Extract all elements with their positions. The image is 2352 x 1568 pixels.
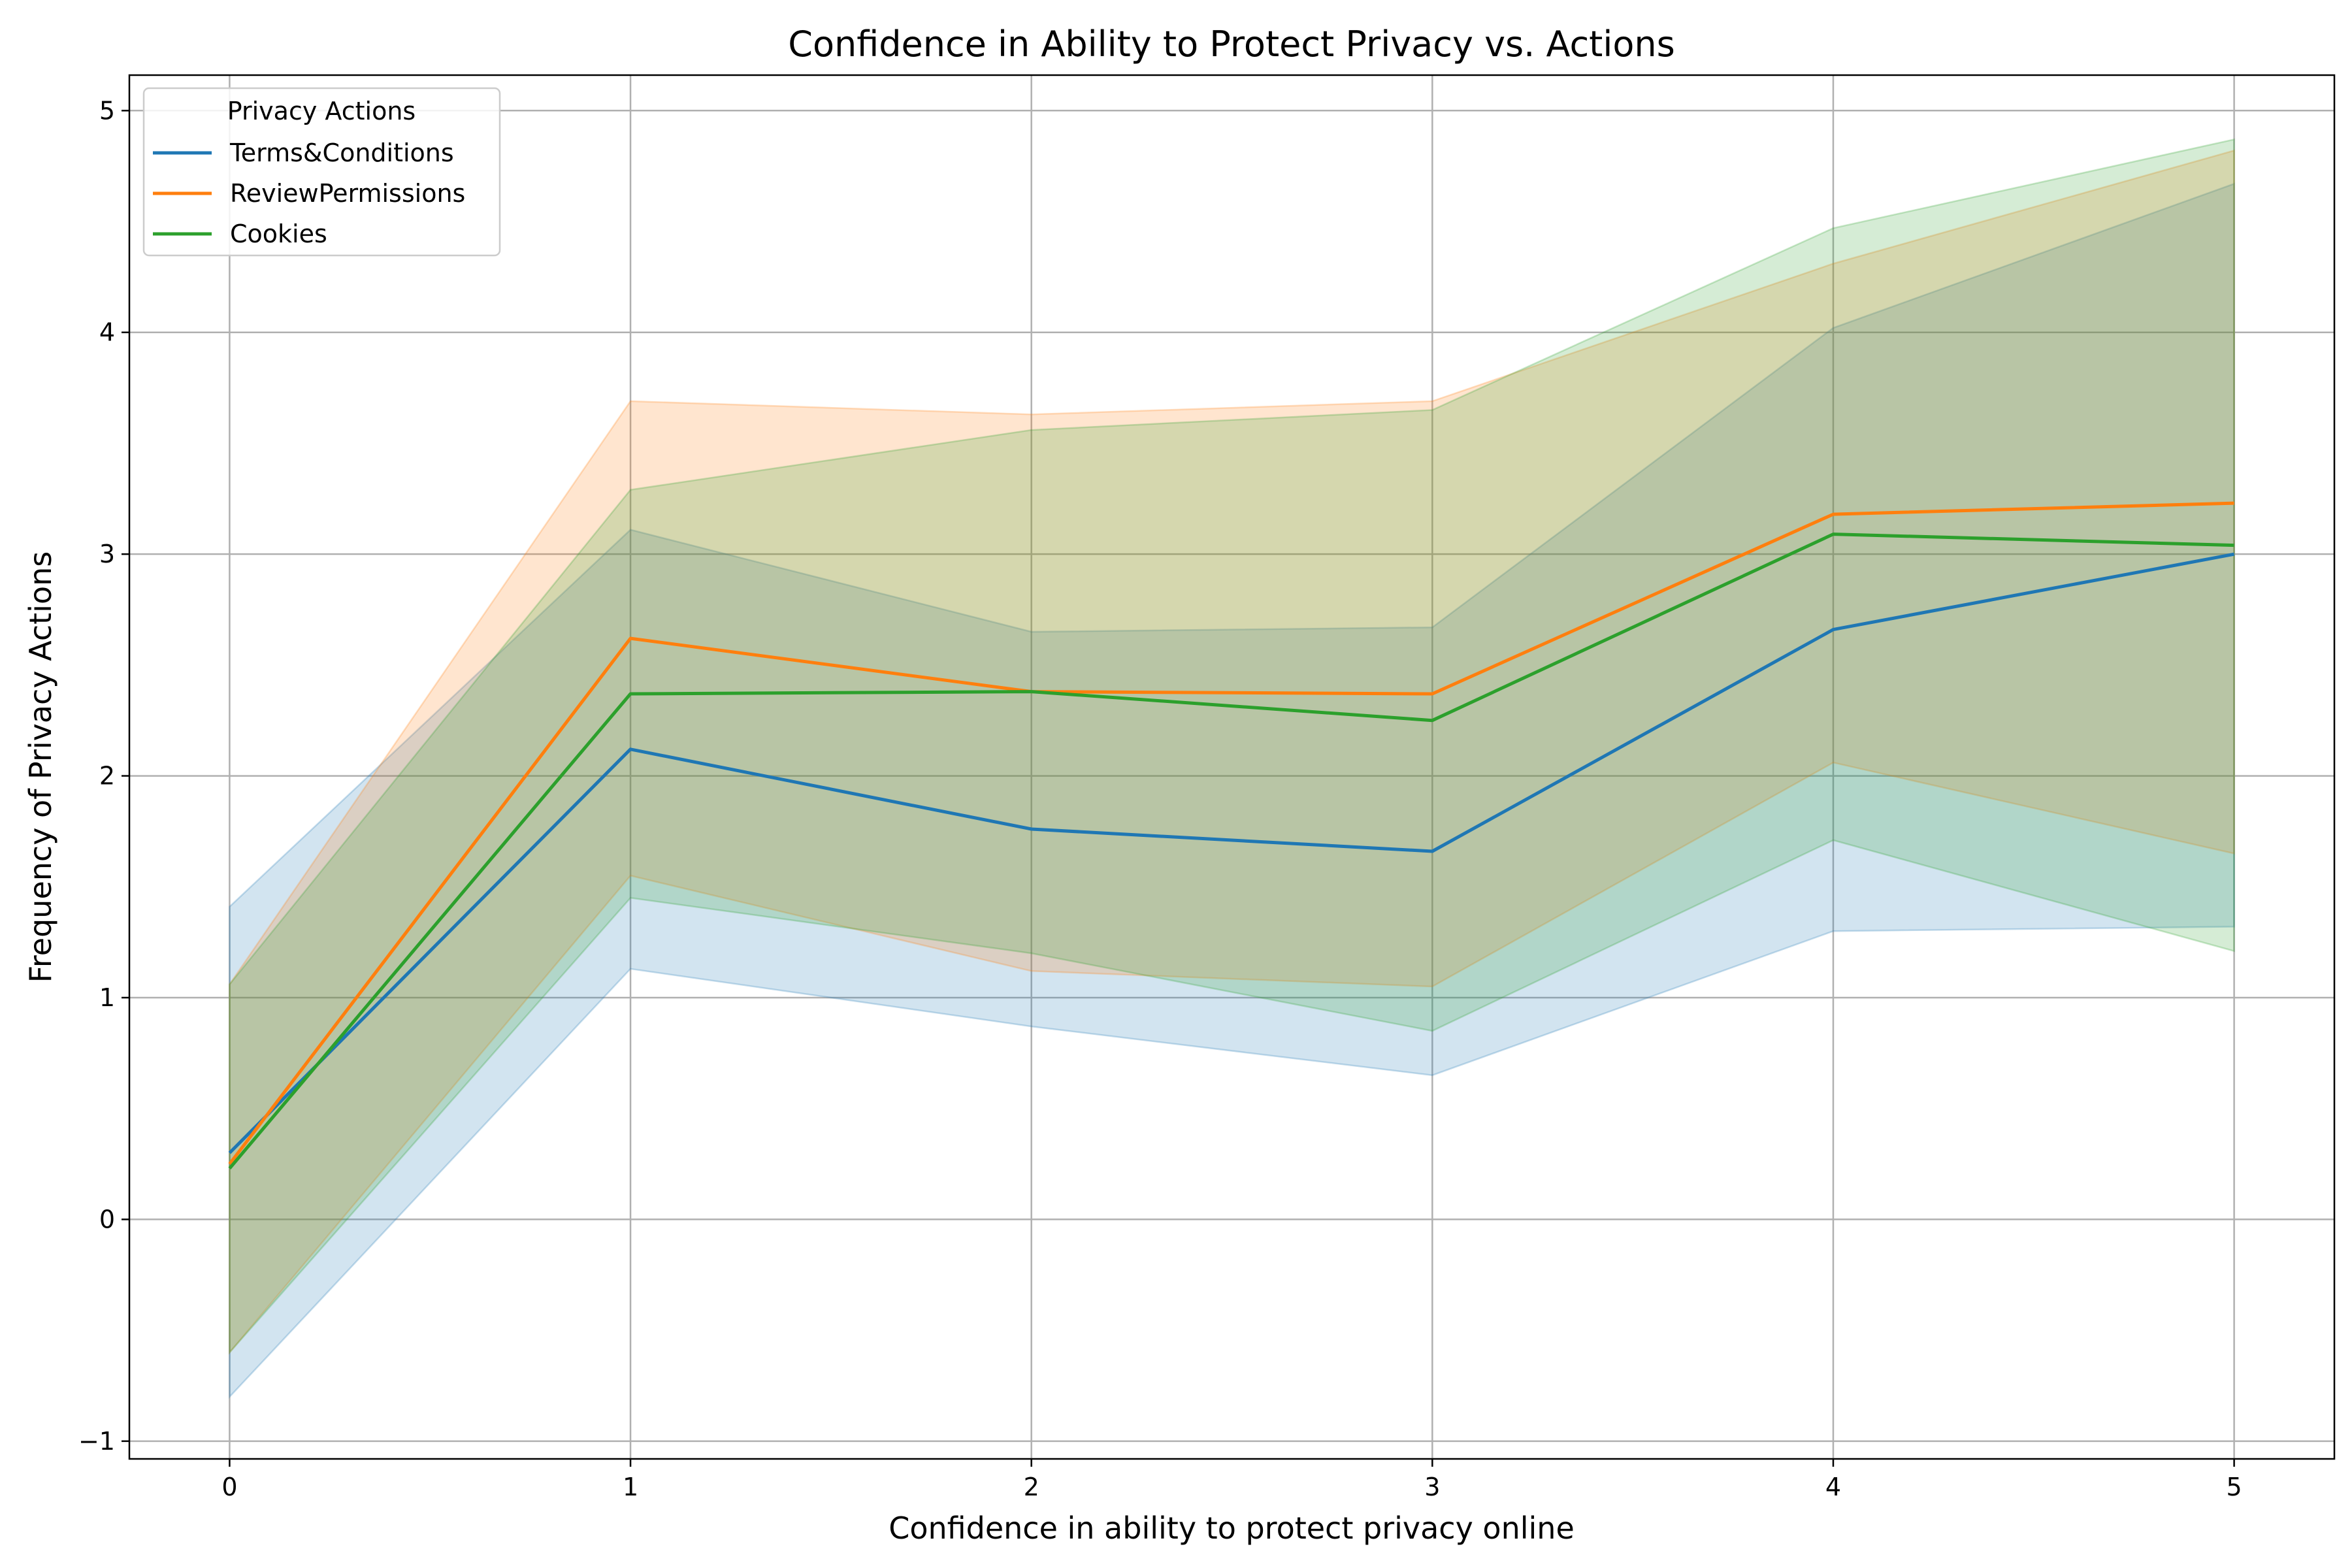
x-tick-label: 2 [1024, 1473, 1039, 1501]
y-tick-label: 3 [99, 540, 115, 568]
y-tick-label: 0 [99, 1205, 115, 1233]
x-tick-label: 3 [1424, 1473, 1440, 1501]
x-tick-label: 1 [623, 1473, 638, 1501]
confidence-band [229, 138, 2235, 1355]
legend-title: Privacy Actions [227, 97, 416, 125]
x-tick-label: 5 [2226, 1473, 2242, 1501]
legend-label: Cookies [230, 220, 327, 248]
series-line [228, 552, 2235, 1154]
legend: Privacy Actions Terms&Conditions ReviewPe… [142, 87, 501, 257]
confidence-band [229, 149, 2235, 1355]
y-tick-label: 1 [99, 983, 115, 1012]
grid [129, 75, 2334, 1459]
legend-label: Terms&Conditions [229, 139, 454, 167]
y-tick-label: 2 [99, 762, 115, 791]
y-tick-label: −1 [78, 1427, 115, 1456]
y-tick-label: 5 [99, 96, 115, 125]
y-tick-label: 4 [99, 318, 115, 347]
x-tick-label: 0 [221, 1473, 237, 1501]
x-axis-label: Confidence in ability to protect privacy… [889, 1511, 1575, 1546]
legend-label: ReviewPermissions [230, 179, 465, 208]
plot-frame [128, 74, 2336, 1460]
y-axis-label: Frequency of Privacy Actions [23, 551, 58, 983]
x-tick-label: 4 [1825, 1473, 1841, 1501]
chart-title: Confidence in Ability to Protect Privacy… [788, 24, 1675, 65]
legend-box [142, 87, 501, 257]
series-lines [228, 501, 2235, 1170]
confidence-band [229, 182, 2235, 1399]
series-line [228, 532, 2234, 1170]
confidence-bands [229, 138, 2235, 1399]
axis-ticks: 0 1 2 3 4 5 −1 0 1 2 3 4 5 [78, 96, 2242, 1501]
series-line [228, 501, 2234, 1166]
